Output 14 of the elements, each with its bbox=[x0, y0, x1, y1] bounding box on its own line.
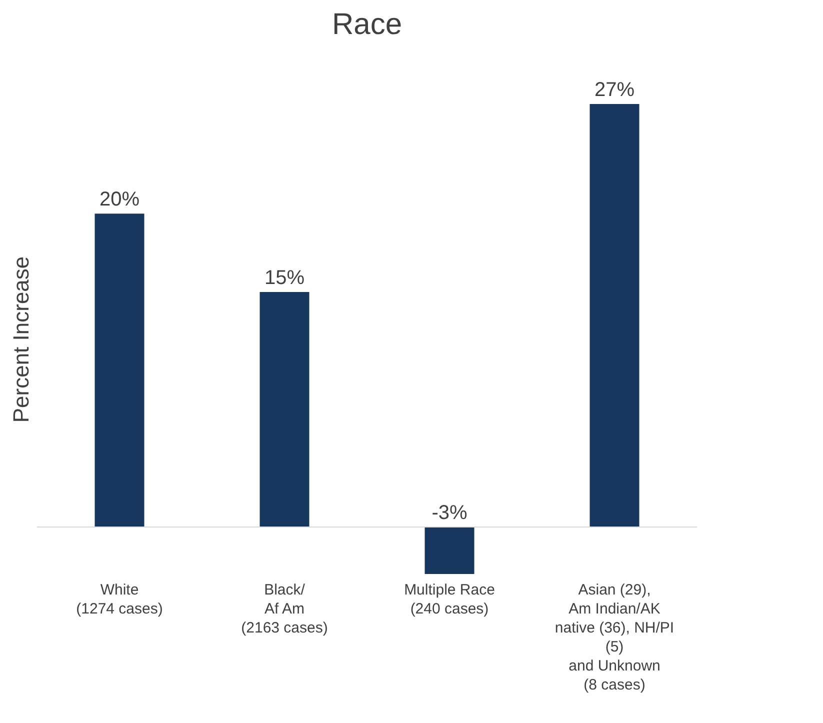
y-axis-title: Percent Increase bbox=[8, 256, 34, 423]
bar bbox=[590, 104, 640, 527]
data-label: 20% bbox=[99, 188, 140, 211]
data-label: 15% bbox=[264, 267, 305, 289]
bar bbox=[260, 292, 310, 527]
data-label: -3% bbox=[432, 502, 468, 524]
x-tick-label: Black/ Af Am (2163 cases) bbox=[241, 582, 328, 636]
data-label: 27% bbox=[594, 79, 635, 101]
bar bbox=[424, 527, 474, 574]
x-tick-label: Multiple Race (240 cases) bbox=[404, 582, 495, 618]
x-tick-label: Asian (29), Am Indian/AK native (36), NH/PI (5) and Unknown (8 cases) bbox=[554, 582, 674, 694]
chart-title: Race bbox=[332, 8, 402, 41]
bar bbox=[94, 214, 144, 527]
x-tick-label: White (1274 cases) bbox=[76, 582, 163, 618]
